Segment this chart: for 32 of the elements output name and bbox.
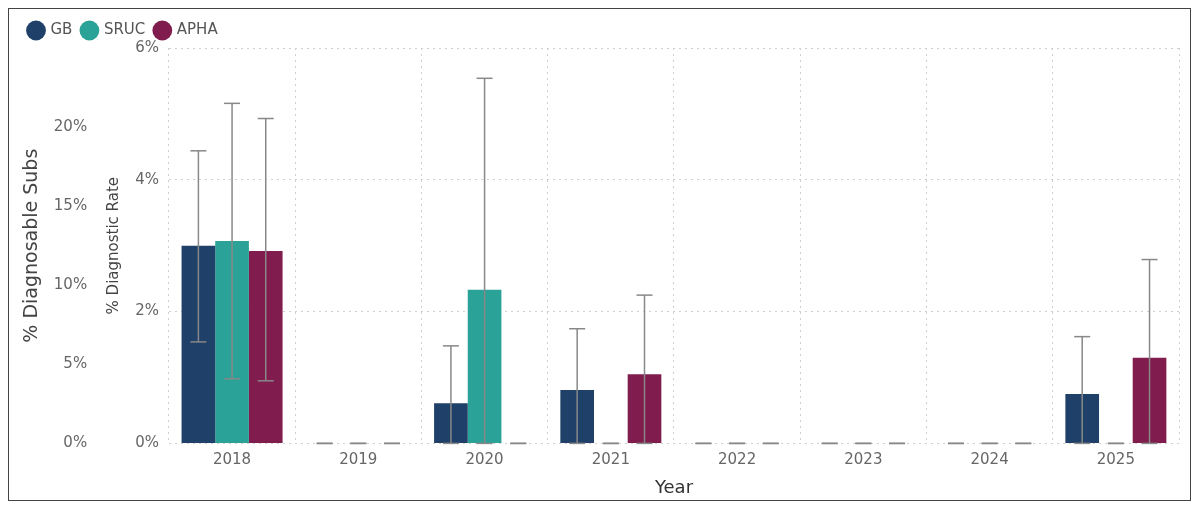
bar [248,250,283,443]
y2-tick-label: 5% [63,354,88,373]
bar [434,403,468,443]
x-tick-label: 2024 [970,450,1009,469]
legend-label: GB [50,20,73,39]
y-tick-label: 0% [135,433,159,452]
y2-tick-label: 0% [63,433,88,452]
x-tick-label: 2023 [844,450,883,469]
y-tick-label: 2% [135,301,159,320]
x-tick-label: 2019 [339,450,378,469]
y-axis-title: % Diagnostic Rate [104,176,123,315]
legend-label: APHA [176,20,219,39]
bar [627,374,662,443]
y-tick-label: 6% [135,37,159,56]
y2-tick-label: 10% [53,275,88,294]
y2-tick-label: 20% [53,116,88,135]
bar [181,245,216,443]
x-tick-label: 2022 [718,450,757,469]
x-tick-label: 2020 [465,450,504,469]
x-tick-label: 2018 [212,450,252,469]
y2-tick-label: 15% [53,196,88,215]
y-tick-label: 4% [135,169,159,188]
bar [467,289,502,443]
legend-label: SRUC [103,20,146,39]
bar [1132,357,1167,443]
bar [560,390,595,443]
x-tick-label: 2025 [1096,450,1135,469]
bar [1065,393,1100,443]
y2-axis-title: % Diagnosable Subs [19,148,42,343]
x-tick-label: 2021 [591,450,630,469]
x-axis-title: Year [653,475,694,497]
bar [215,241,249,443]
